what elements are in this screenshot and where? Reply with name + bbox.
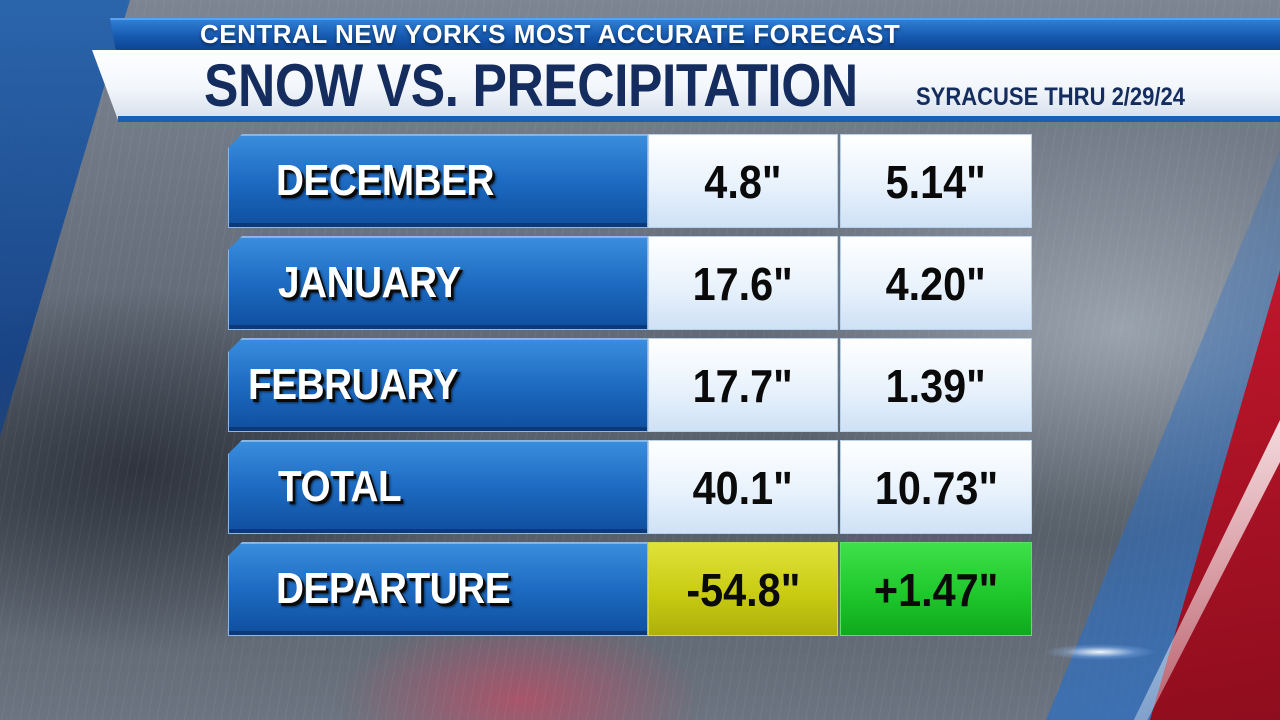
snow-value-cell: 17.7" [648, 338, 838, 432]
row-label-cell [228, 440, 648, 534]
row-label: TOTAL [278, 462, 402, 511]
table-row-departure: DEPARTURE -54.8" +1.47" [228, 542, 1034, 636]
precip-value-cell: 4.20" [840, 236, 1032, 330]
snow-value: -54.8" [685, 564, 800, 616]
precip-value: 10.73" [874, 462, 998, 514]
snow-value: 17.6" [692, 258, 794, 310]
row-label: FEBRUARY [248, 360, 459, 409]
graphic-subtitle: SYRACUSE THRU 2/29/24 [916, 83, 1185, 111]
precip-value-cell: 5.14" [840, 134, 1032, 228]
row-label: DECEMBER [276, 156, 495, 205]
precip-departure-cell: +1.47" [840, 542, 1032, 636]
table-row-january: JANUARY 17.6" 4.20" [228, 236, 1034, 330]
precip-value: 4.20" [885, 258, 987, 310]
table-row-february: FEBRUARY 17.7" 1.39" [228, 338, 1034, 432]
snow-departure-cell: -54.8" [648, 542, 838, 636]
snow-value-cell: 4.8" [648, 134, 838, 228]
row-label-cell [228, 236, 648, 330]
tagline: CENTRAL NEW YORK'S MOST ACCURATE FORECAS… [200, 19, 901, 49]
precip-value-cell: 1.39" [840, 338, 1032, 432]
title-bar [92, 50, 1280, 120]
precip-value: 5.14" [885, 156, 987, 208]
precip-value: 1.39" [885, 360, 987, 412]
snow-precip-table: DECEMBER 4.8" 5.14" JANUARY 17.6" 4.20" … [228, 134, 1034, 636]
snow-value: 40.1" [692, 462, 794, 514]
title-bar-stripe [118, 116, 1280, 122]
lens-flare [1040, 610, 1180, 690]
table-row-total: TOTAL 40.1" 10.73" [228, 440, 1034, 534]
row-label-cell [228, 542, 648, 636]
tagline-bar [110, 18, 1280, 52]
graphic-title: SNOW VS. PRECIPITATION [204, 52, 858, 119]
row-label: JANUARY [278, 258, 461, 307]
snow-value-cell: 17.6" [648, 236, 838, 330]
row-label: DEPARTURE [276, 564, 511, 613]
snow-value: 17.7" [692, 360, 794, 412]
precip-value: +1.47" [873, 564, 999, 616]
precip-value-cell: 10.73" [840, 440, 1032, 534]
table-row-december: DECEMBER 4.8" 5.14" [228, 134, 1034, 228]
snow-value-cell: 40.1" [648, 440, 838, 534]
snow-value: 4.8" [704, 156, 782, 208]
row-label-cell [228, 338, 648, 432]
row-label-cell [228, 134, 648, 228]
